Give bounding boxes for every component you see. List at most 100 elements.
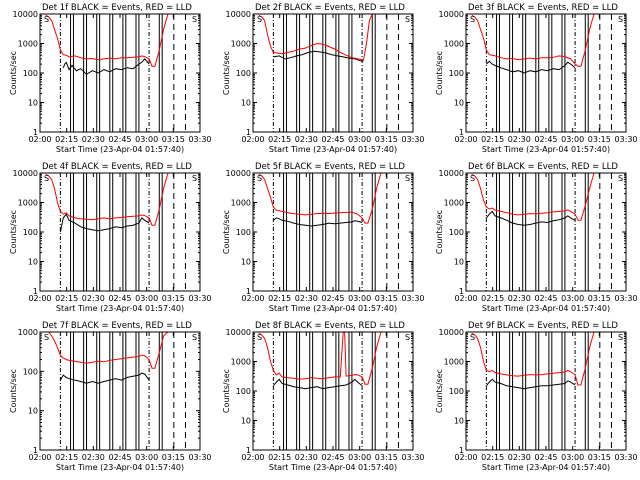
annotation-label: S	[192, 333, 197, 342]
x-tick-label: 03:15	[375, 294, 398, 303]
y-tick-label: 1	[459, 287, 464, 296]
series-line-events	[273, 217, 363, 227]
x-tick-label: 02:15	[55, 135, 78, 144]
series-line-lld	[471, 332, 595, 386]
series-line-lld	[45, 14, 169, 67]
y-tick-label: 1000	[231, 40, 251, 49]
annotation-label: S	[192, 15, 197, 24]
annotation-label: S	[257, 174, 262, 183]
x-axis-label: Start Time (23-Apr-04 01:57:40)	[482, 304, 610, 313]
annotation-label: S	[44, 174, 49, 183]
y-tick-label: 100	[449, 228, 464, 237]
y-tick-label: 100	[236, 228, 251, 237]
x-tick-label: 03:15	[588, 453, 611, 462]
plot-frame	[465, 331, 627, 451]
x-tick-label: 02:30	[82, 135, 105, 144]
y-tick-label: 10	[241, 99, 251, 108]
x-tick-label: 03:15	[375, 135, 398, 144]
x-axis-label: Start Time (23-Apr-04 01:57:40)	[56, 463, 184, 472]
plot-frame	[39, 13, 201, 133]
x-tick-label: 02:45	[534, 294, 557, 303]
x-tick-label: 02:45	[321, 453, 344, 462]
panel-title: Det 8f BLACK = Events, RED = LLD	[255, 321, 405, 331]
series-line-events	[486, 60, 576, 74]
x-tick-label: 03:30	[401, 294, 424, 303]
x-axis-label: Start Time (23-Apr-04 01:57:40)	[269, 463, 397, 472]
plot-frame	[39, 331, 201, 451]
panel-title: Det 2f BLACK = Events, RED = LLD	[255, 3, 405, 13]
series-line-events	[273, 378, 363, 390]
annotation-label: S	[257, 15, 262, 24]
series-line-lld	[258, 332, 382, 385]
x-tick-label: 03:30	[614, 135, 637, 144]
panel-title: Det 4f BLACK = Events, RED = LLD	[42, 162, 192, 172]
panel-title: Det 7f BLACK = Events, RED = LLD	[42, 321, 192, 331]
annotation-label: S	[618, 174, 623, 183]
x-tick-label: 03:30	[188, 453, 211, 462]
x-tick-label: 03:30	[188, 135, 211, 144]
annotation-label: S	[257, 333, 262, 342]
annotation-label: S	[405, 174, 410, 183]
x-tick-label: 02:45	[108, 135, 131, 144]
series-line-lld	[258, 173, 382, 224]
plot-frame	[39, 172, 201, 292]
x-tick-label: 02:15	[481, 294, 504, 303]
y-tick-label: 1	[246, 128, 251, 137]
x-tick-label: 02:00	[241, 453, 264, 462]
y-tick-label: 1000	[444, 199, 464, 208]
series-line-lld	[471, 173, 595, 221]
x-tick-label: 03:00	[348, 453, 371, 462]
x-tick-label: 02:15	[481, 453, 504, 462]
x-tick-label: 02:15	[268, 135, 291, 144]
x-axis-label: Start Time (23-Apr-04 01:57:40)	[269, 304, 397, 313]
plot-frame	[252, 13, 414, 133]
x-tick-label: 02:00	[28, 294, 51, 303]
x-tick-label: 03:30	[614, 294, 637, 303]
annotation-label: S	[470, 15, 475, 24]
y-axis-label: Counts/sec	[9, 51, 18, 95]
annotation-label: S	[405, 15, 410, 24]
y-axis-label: Counts/sec	[222, 51, 231, 95]
x-tick-label: 03:30	[401, 453, 424, 462]
x-tick-label: 03:15	[162, 453, 185, 462]
y-axis-label: Counts/sec	[9, 369, 18, 413]
y-tick-label: 100	[23, 228, 38, 237]
series-line-lld	[258, 14, 373, 61]
y-tick-label: 10000	[226, 169, 251, 178]
x-tick-label: 02:30	[295, 294, 318, 303]
x-tick-label: 03:00	[561, 453, 584, 462]
y-tick-label: 10000	[226, 10, 251, 19]
panel-title: Det 9f BLACK = Events, RED = LLD	[468, 321, 618, 331]
x-tick-label: 03:15	[162, 135, 185, 144]
x-tick-label: 03:00	[135, 135, 158, 144]
x-tick-label: 02:30	[508, 294, 531, 303]
y-axis-label: Counts/sec	[222, 210, 231, 254]
x-tick-label: 02:45	[108, 294, 131, 303]
x-tick-label: 03:30	[401, 135, 424, 144]
x-axis-label: Start Time (23-Apr-04 01:57:40)	[482, 145, 610, 154]
plot-frame	[465, 172, 627, 292]
series-line-lld	[45, 173, 169, 226]
y-axis-label: Counts/sec	[435, 51, 444, 95]
x-tick-label: 02:45	[534, 135, 557, 144]
x-tick-label: 02:00	[454, 294, 477, 303]
y-tick-label: 10	[241, 417, 251, 426]
y-tick-label: 100	[449, 69, 464, 78]
series-line-events	[486, 378, 576, 390]
y-axis-label: Counts/sec	[435, 210, 444, 254]
x-tick-label: 03:15	[588, 294, 611, 303]
x-tick-label: 03:15	[375, 453, 398, 462]
y-tick-label: 1	[33, 287, 38, 296]
annotation-label: S	[470, 174, 475, 183]
plot-frame	[252, 331, 414, 451]
x-tick-label: 02:00	[28, 135, 51, 144]
y-tick-label: 1000	[231, 199, 251, 208]
y-tick-label: 10	[454, 258, 464, 267]
y-tick-label: 1	[246, 287, 251, 296]
